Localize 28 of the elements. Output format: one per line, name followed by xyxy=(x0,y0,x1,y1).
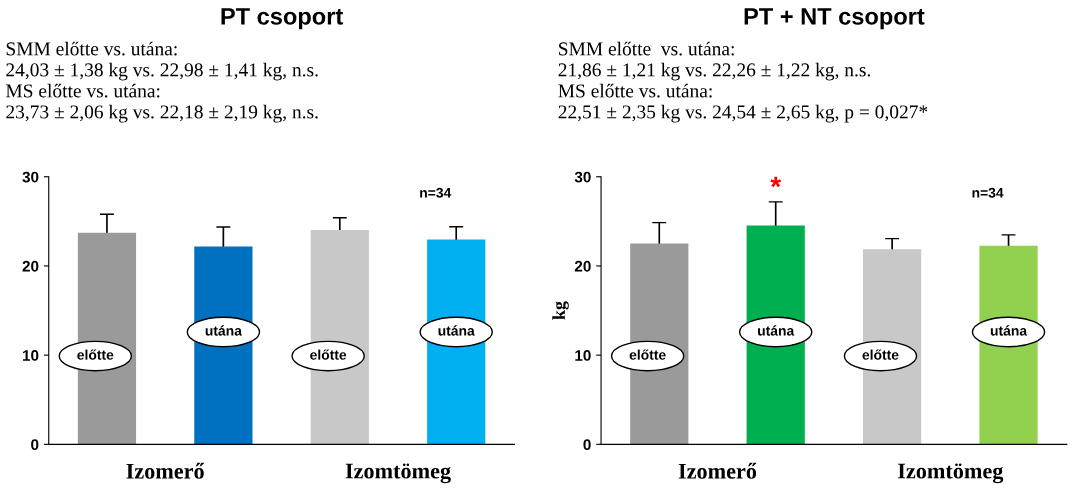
annotation: n=34 xyxy=(420,187,452,198)
x-tick-label: utána xyxy=(990,325,1028,336)
chart-subtitle: SMM előtte vs. utána: 24,03 ± 1,38 kg vs. 22,98 ± 1,41 kg, n.s. MS előtte vs. utána: 23,73 ± 2,06 kg vs. 22,18 ± 2,19 kg, n.s. xyxy=(5,41,318,123)
y-tick-label: 10 xyxy=(575,350,591,361)
y-tick-label: 10 xyxy=(22,350,39,361)
x-tick-label: előtte xyxy=(862,349,899,360)
annotation: * xyxy=(770,176,782,188)
y-tick-label: 0 xyxy=(583,439,591,451)
y-tick-label: 20 xyxy=(574,260,591,272)
text: Izomtömeg xyxy=(345,463,451,484)
text: Izomtömeg xyxy=(898,463,1004,484)
y-tick-label: 30 xyxy=(574,171,591,183)
x-tick-label: előtte xyxy=(629,349,666,360)
y-tick-label: 30 xyxy=(22,171,39,183)
y-tick-label: 20 xyxy=(22,260,39,272)
y-tick-label: 0 xyxy=(31,439,39,451)
y-axis-title: kg xyxy=(552,301,569,320)
x-tick-label: előtte xyxy=(77,349,114,360)
chart-title: PT csoport xyxy=(221,8,343,30)
text: Izomerő xyxy=(126,462,204,479)
x-tick-label: utána xyxy=(438,325,475,336)
chart-subtitle: SMM előtte vs. utána: 21,86 ± 1,21 kg vs. 22,26 ± 1,22 kg, n.s. MS előtte vs. utána: 22,51 ± 2,35 kg vs. 24,54 ± 2,65 kg, p = 0,027* xyxy=(558,41,928,123)
x-tick-label: utána xyxy=(758,325,795,336)
text: Izomerő xyxy=(678,462,757,479)
annotation: n=34 xyxy=(972,187,1004,198)
x-tick-label: előtte xyxy=(310,349,347,360)
chart-title: PT + NT csoport xyxy=(744,8,925,30)
x-tick-label: utána xyxy=(205,325,242,336)
